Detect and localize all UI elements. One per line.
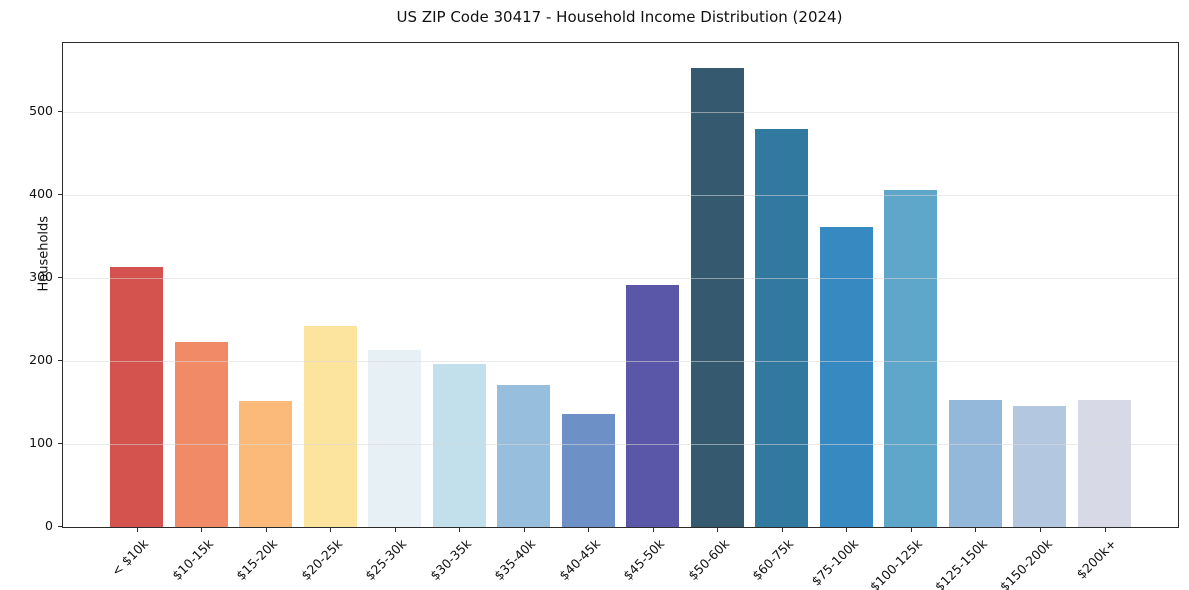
x-tick-mark (781, 528, 783, 532)
plot-area: < $10k $10-15k $15-20k $20-25k $25-30k $30-35… (62, 42, 1179, 590)
y-tick-label: 0 (45, 518, 53, 533)
y-tick-mark (58, 359, 62, 361)
x-tick-label: $30-35k (426, 536, 474, 584)
x-tick-label: $200k+ (1073, 536, 1120, 582)
x-tick-label: < $10k (108, 536, 152, 579)
bar (690, 67, 744, 527)
bar (884, 189, 938, 527)
bar (561, 414, 615, 527)
x-tick-mark (394, 528, 396, 532)
y-tick-label: 300 (29, 268, 53, 284)
x-tick-label: $15-20k (233, 536, 281, 584)
chart-title: US ZIP Code 30417 - Household Income Dis… (396, 8, 843, 26)
y-tick-mark (58, 442, 62, 444)
y-tick-mark (58, 276, 62, 278)
x-tick-label: $125-150k (931, 536, 991, 590)
x-tick-label: $25-30k (362, 536, 410, 584)
bar (497, 385, 551, 527)
bar (174, 341, 228, 527)
x-tick-mark (588, 528, 590, 532)
bar (368, 350, 422, 527)
x-tick-mark (1104, 528, 1106, 532)
bar (110, 267, 163, 527)
x-tick-label: $100-125k (867, 536, 926, 590)
bar (948, 399, 1002, 527)
bar (1078, 399, 1131, 527)
grid-line (63, 360, 1178, 362)
grid-line (63, 443, 1178, 445)
x-tick-label: $45-50k (620, 536, 668, 584)
y-tick-label: 500 (29, 102, 53, 118)
x-tick-label: $150-200k (996, 536, 1055, 590)
x-tick-label: $40-45k (555, 536, 603, 584)
bar (626, 284, 680, 527)
y-tick-mark (58, 193, 62, 195)
grid-line (63, 111, 1178, 113)
x-tick-label: $20-25k (297, 536, 345, 584)
x-tick-mark (1039, 528, 1041, 532)
x-tick-mark (975, 528, 977, 532)
bar (819, 227, 873, 527)
bar (239, 400, 293, 527)
y-tick-label: 200 (29, 351, 53, 367)
x-tick-label: $35-40k (491, 536, 539, 584)
y-tick-label: 400 (29, 185, 53, 201)
x-tick-mark (717, 528, 719, 532)
x-tick-mark (459, 528, 461, 532)
x-tick-mark (523, 528, 525, 532)
bar (303, 326, 357, 527)
x-tick-label: $75-100k (808, 536, 861, 589)
grid-line (63, 277, 1178, 279)
x-tick-mark (330, 528, 332, 532)
x-tick-label: $10-15k (168, 536, 216, 584)
bar (432, 364, 486, 527)
y-tick-mark (58, 110, 62, 112)
grid-line (63, 194, 1178, 196)
x-tick-label: $60-75k (749, 536, 797, 584)
y-tick-label: 100 (29, 434, 53, 450)
y-tick-mark (58, 526, 62, 527)
bar (1013, 405, 1067, 527)
x-tick-mark (652, 528, 654, 532)
x-tick-mark (265, 528, 267, 532)
x-tick-label: $50-60k (684, 536, 732, 584)
x-tick-mark (910, 528, 912, 532)
x-tick-mark (201, 528, 203, 532)
bar (755, 128, 809, 527)
x-tick-mark (136, 528, 138, 532)
x-tick-mark (846, 528, 848, 532)
